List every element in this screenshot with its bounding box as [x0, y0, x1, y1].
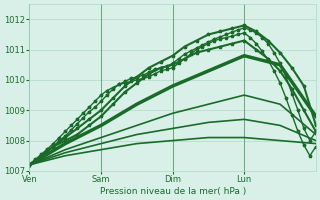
- X-axis label: Pression niveau de la mer( hPa ): Pression niveau de la mer( hPa ): [100, 187, 246, 196]
